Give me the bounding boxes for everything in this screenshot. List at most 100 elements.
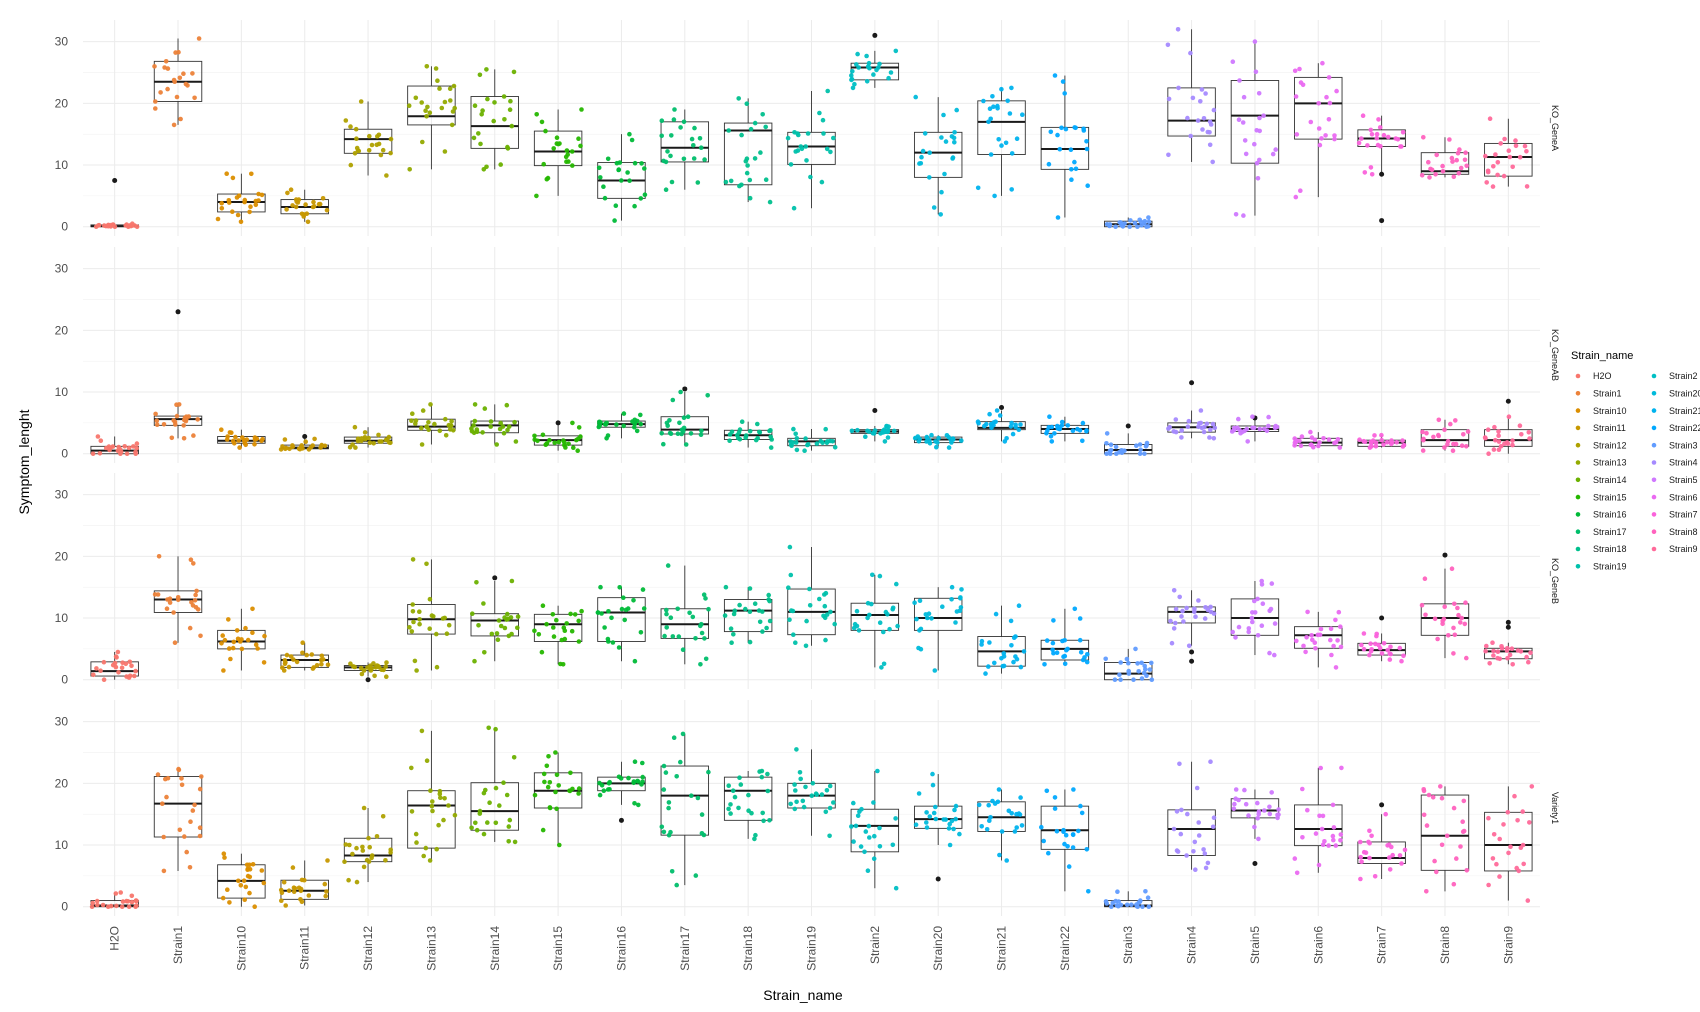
jitter-point [737,602,742,608]
y-axis-title: Symptom_lenght [16,409,32,514]
jitter-point [472,103,478,108]
jitter-point [234,195,240,200]
jitter-point [543,128,548,134]
jitter-point [665,423,670,429]
jitter-point [1181,619,1186,624]
jitter-point [158,90,163,95]
jitter-point [1379,432,1384,438]
outlier-point [1379,802,1385,808]
jitter-point [488,419,494,424]
jitter-point [1144,440,1150,446]
jitter-point [1419,173,1425,178]
jitter-point [1250,619,1255,625]
boxplot [532,750,583,848]
boxplot [976,787,1026,863]
jitter-point [1335,638,1340,643]
jitter-point [497,803,502,808]
jitter-point [1055,215,1061,220]
jitter-point [1270,151,1276,157]
jitter-point [632,801,637,806]
jitter-point [506,839,512,844]
jitter-point [1395,137,1401,142]
jitter-point [639,161,644,166]
jitter-point [1506,148,1512,153]
jitter-point [1175,27,1181,32]
jitter-point [915,434,921,439]
y-tick-label: 0 [61,220,68,234]
jitter-point [554,806,559,812]
jitter-point [1449,566,1455,571]
jitter-point [247,874,253,880]
jitter-point [192,802,197,808]
jitter-point [749,810,754,816]
boxplot [785,88,836,211]
jitter-point [575,448,580,454]
boxplot [659,107,710,192]
jitter-point [669,133,674,138]
jitter-point [576,618,581,624]
jitter-point [767,199,773,205]
jitter-point [669,179,675,185]
jitter-point [739,419,745,425]
jitter-point [1501,173,1507,179]
legend-entry: Strain9 [1651,544,1698,554]
jitter-point [1179,614,1184,619]
x-axis-title: Strain_name [763,987,843,1003]
boxplot [152,36,203,128]
jitter-point [946,826,952,831]
jitter-point [1367,855,1372,861]
jitter-point [420,408,426,413]
jitter-point [1491,653,1496,658]
jitter-point [634,428,640,434]
jitter-point [1201,847,1206,852]
jitter-point [1360,113,1366,118]
jitter-point [215,216,221,222]
jitter-point [1387,867,1393,872]
jitter-point [621,411,627,416]
jitter-point [1525,898,1531,903]
jitter-point [304,652,310,658]
jitter-point [1146,219,1152,224]
x-tick-label: Strain9 [1501,926,1515,964]
jitter-point [450,109,456,114]
jitter-point [747,586,753,591]
box-iqr [1420,603,1470,636]
jitter-point [890,842,896,848]
jitter-point [990,94,995,99]
jitter-point [609,615,614,621]
jitter-point [576,436,581,442]
jitter-point [1272,425,1278,431]
jitter-point [167,596,173,601]
jitter-point [1179,807,1184,813]
jitter-point [997,413,1003,418]
jitter-point [927,150,932,155]
jitter-point [699,812,705,817]
x-tick-label: Strain19 [805,926,819,971]
outlier-point [1379,171,1385,177]
jitter-point [532,433,537,439]
jitter-point [1001,651,1007,656]
jitter-point [550,612,556,617]
jitter-point [90,451,96,457]
jitter-point [1515,818,1520,823]
jitter-point [1060,79,1066,84]
jitter-point [378,152,384,158]
jitter-point [885,612,890,617]
jitter-point [380,147,386,153]
boxplot [787,747,836,839]
jitter-point [1273,147,1278,152]
jitter-point [1062,638,1067,643]
jitter-point [1080,438,1085,444]
jitter-point [1252,598,1257,604]
jitter-point [320,657,326,662]
jitter-point [793,431,798,437]
jitter-point [1007,111,1013,116]
x-tick-label: Strain5 [1248,926,1262,964]
jitter-point [347,444,353,450]
jitter-point [661,441,666,447]
jitter-point [515,614,521,619]
jitter-point [449,122,455,128]
jitter-point [1327,100,1333,106]
legend-label: Strain10 [1593,406,1627,416]
jitter-point [1457,147,1462,152]
